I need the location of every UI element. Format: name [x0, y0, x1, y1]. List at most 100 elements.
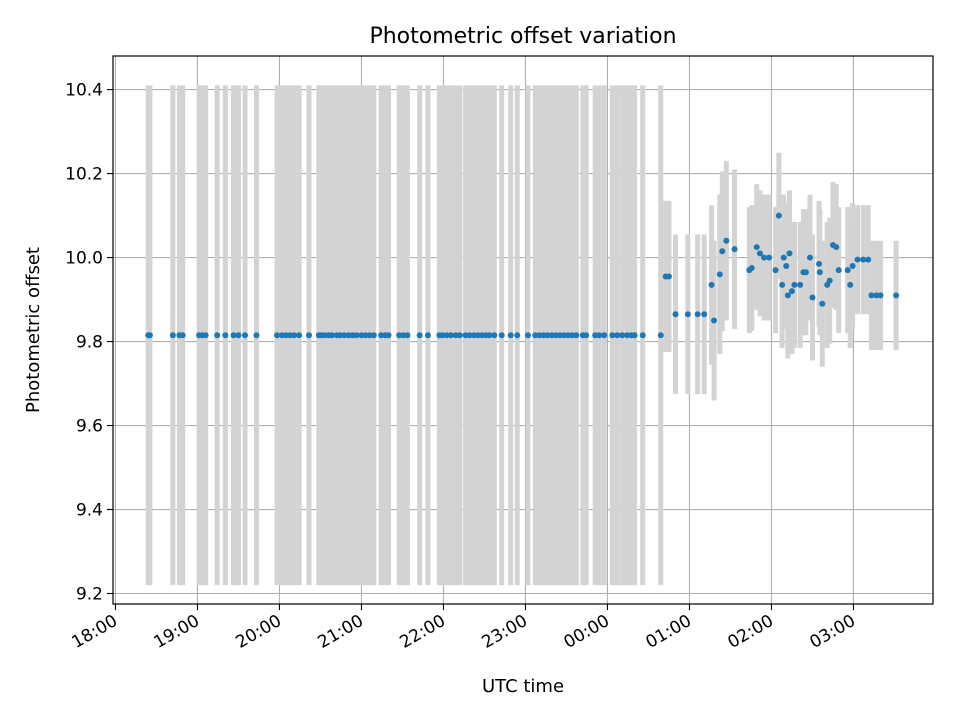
data-point — [772, 267, 779, 274]
data-point — [514, 332, 521, 339]
data-point — [583, 332, 590, 339]
data-point — [753, 244, 760, 251]
data-point — [235, 332, 242, 339]
y-tick-label: 10.0 — [65, 249, 103, 269]
data-point — [784, 292, 791, 299]
data-point — [711, 317, 718, 324]
data-point — [358, 332, 365, 339]
data-point — [877, 292, 884, 299]
data-point — [222, 332, 229, 339]
y-axis-ticks: 9.2 9.4 9.6 9.8 10.0 10.2 10.4 — [65, 81, 113, 605]
data-point — [362, 332, 369, 339]
data-point — [470, 332, 477, 339]
plot-frame — [112, 55, 934, 605]
data-point — [748, 265, 755, 272]
data-point — [561, 332, 567, 339]
data-point — [253, 332, 260, 339]
data-point — [835, 267, 842, 274]
data-point — [816, 260, 823, 267]
data-point — [491, 332, 498, 339]
data-point — [791, 281, 798, 288]
data-point — [278, 332, 285, 339]
y-tick-label: 9.2 — [76, 585, 103, 605]
data-point — [766, 254, 772, 261]
data-point — [146, 332, 153, 339]
y-tick-label: 9.6 — [76, 417, 103, 437]
data-point — [694, 311, 701, 318]
data-point — [540, 332, 547, 339]
data-point — [385, 332, 392, 339]
data-point — [786, 250, 793, 257]
data-point — [573, 332, 580, 339]
data-point — [274, 332, 280, 339]
data-point — [443, 332, 450, 339]
data-point — [657, 332, 664, 339]
data-point — [283, 332, 290, 339]
data-point — [788, 288, 795, 295]
data-point — [548, 332, 555, 339]
data-point — [854, 256, 861, 263]
data-points — [145, 212, 900, 339]
data-point — [849, 262, 856, 269]
data-point — [684, 311, 691, 318]
data-point — [349, 332, 356, 339]
data-point — [807, 254, 813, 261]
data-point — [230, 332, 237, 339]
data-point — [486, 332, 493, 339]
data-point — [296, 332, 303, 339]
data-point — [498, 332, 505, 339]
data-point — [452, 332, 459, 339]
data-point — [544, 332, 551, 339]
data-point — [723, 237, 730, 244]
data-point — [366, 332, 373, 339]
data-point — [345, 332, 352, 339]
data-point — [609, 332, 616, 339]
data-point — [601, 332, 608, 339]
data-point — [400, 332, 407, 339]
data-point — [716, 271, 723, 278]
x-axis-label: UTC time — [482, 676, 564, 697]
data-point — [761, 254, 768, 261]
data-point — [833, 244, 840, 251]
data-point — [328, 332, 335, 339]
data-point — [756, 250, 763, 257]
data-point — [532, 332, 539, 339]
data-point — [202, 332, 209, 339]
data-point — [780, 254, 787, 261]
data-point — [439, 332, 446, 339]
data-point — [893, 292, 900, 299]
data-point — [868, 292, 875, 299]
data-point — [816, 269, 823, 276]
data-point — [287, 332, 294, 339]
data-point — [826, 277, 833, 284]
data-point — [873, 292, 880, 299]
data-point — [337, 332, 344, 339]
data-point — [341, 332, 348, 339]
chart-title: Photometric offset variation — [369, 24, 676, 49]
data-point — [775, 212, 782, 219]
data-point — [462, 332, 469, 339]
data-point — [624, 332, 631, 339]
data-point — [179, 332, 186, 339]
data-point — [639, 332, 646, 339]
data-point — [569, 332, 576, 339]
data-point — [860, 256, 867, 263]
data-point — [305, 332, 312, 339]
data-point — [596, 332, 603, 339]
data-point — [242, 332, 249, 339]
y-tick-label: 10.4 — [65, 81, 103, 101]
data-point — [447, 332, 454, 339]
data-point — [672, 311, 679, 318]
y-tick-label: 10.2 — [65, 165, 103, 185]
y-tick-label: 9.4 — [76, 501, 103, 521]
data-point — [797, 281, 804, 288]
data-point — [424, 332, 431, 339]
data-point — [479, 332, 485, 339]
data-point — [731, 246, 738, 253]
data-point — [809, 294, 816, 301]
data-point — [701, 311, 708, 318]
data-point — [474, 332, 481, 339]
data-point — [631, 332, 638, 339]
data-point — [524, 332, 531, 339]
